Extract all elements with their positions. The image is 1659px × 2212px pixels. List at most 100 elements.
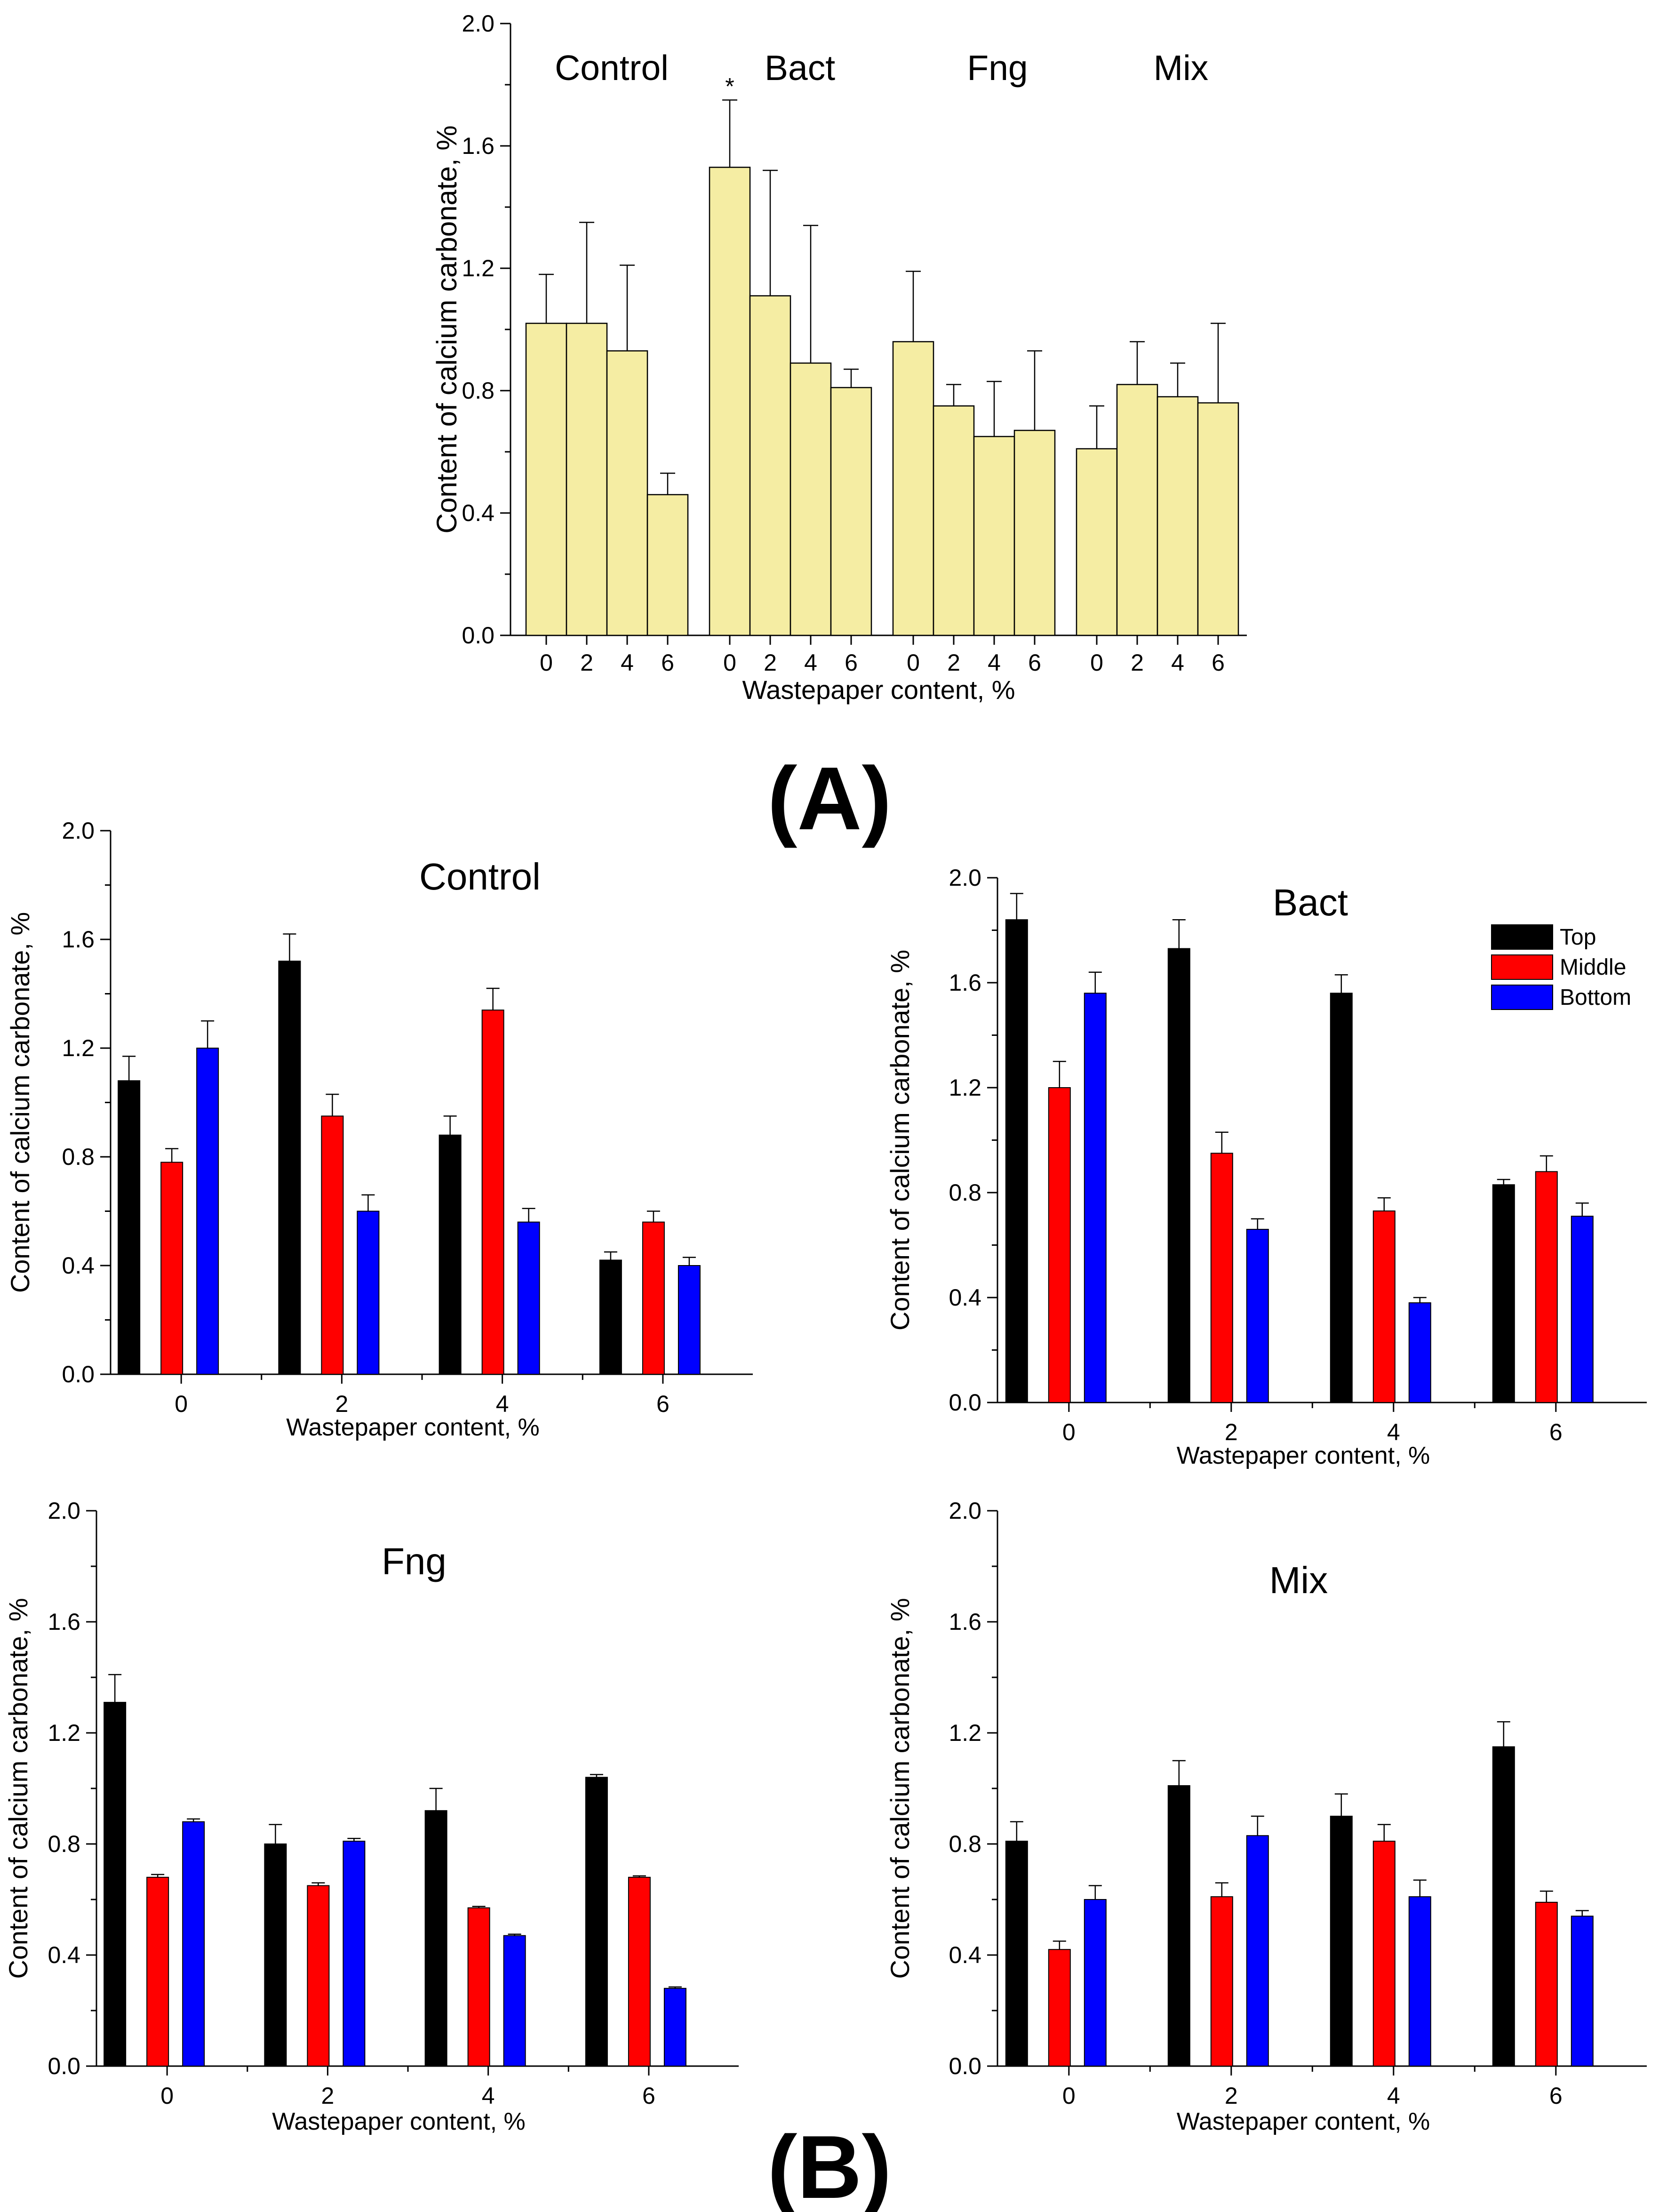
chart-a-bar-control-0 xyxy=(525,322,567,636)
chart-fng-bar-top-4 xyxy=(424,1810,447,2067)
chart-bact-bar-top-0 xyxy=(1005,919,1028,1403)
chart-fng-x-tick-label: 2 xyxy=(321,2083,334,2109)
chart-bact-bar-bottom-6 xyxy=(1571,1216,1594,1403)
chart-a-y-tick-label: 0.4 xyxy=(462,500,495,526)
chart-bact-y-axis-title: Content of calcium carbonate, % xyxy=(885,950,915,1330)
chart-control-x-tick-label: 6 xyxy=(656,1391,670,1417)
chart-a-bar-bact-6 xyxy=(830,387,872,636)
chart-mix-bar-middle-2 xyxy=(1210,1896,1233,2067)
chart-fng-x-tick-label: 6 xyxy=(642,2083,655,2109)
chart-control-y-tick-label: 0.0 xyxy=(62,1361,95,1387)
chart-a-group-label-fng: Fng xyxy=(967,48,1028,88)
chart-bact-x-tick-label: 6 xyxy=(1549,1419,1563,1445)
chart-fng-y-tick-label: 0.0 xyxy=(48,2053,80,2079)
chart-mix-x-tick-label: 6 xyxy=(1549,2083,1563,2109)
chart-bact-y-tick-label: 0.4 xyxy=(949,1284,981,1311)
chart-bact-title: Bact xyxy=(1273,882,1348,923)
chart-mix: 0.0 0.4 0.8 1.2 1.6 2.0 0 2 4 6 Mix Wastepaper cont… xyxy=(885,1498,1647,2135)
chart-mix-y-tick-label: 1.6 xyxy=(949,1609,981,1635)
chart-mix-bar-bottom-6 xyxy=(1571,1915,1594,2067)
chart-control-y-axis-title: Content of calcium carbonate, % xyxy=(5,912,35,1293)
chart-mix-bar-top-2 xyxy=(1167,1785,1190,2067)
chart-a-x-tick-label: 6 xyxy=(1028,649,1041,676)
chart-a-significance-marker: * xyxy=(725,73,734,100)
chart-a-x-tick-label: 0 xyxy=(723,649,736,676)
chart-a-bar-bact-2 xyxy=(749,295,791,636)
chart-fng-y-tick-label: 1.2 xyxy=(48,1720,80,1746)
chart-a-y-tick-label: 2.0 xyxy=(462,10,495,37)
chart-a-x-axis-title: Wastepaper content, % xyxy=(742,675,1015,705)
chart-a-x-tick-label: 2 xyxy=(764,649,777,676)
chart-fng-bar-bottom-0 xyxy=(182,1821,205,2067)
chart-a-x-tick-label: 6 xyxy=(661,649,674,676)
chart-bact-legend-label-top: Top xyxy=(1560,925,1596,950)
chart-a-x-tick-label: 4 xyxy=(621,649,634,676)
chart-control-bar-middle-2 xyxy=(321,1115,344,1375)
chart-fng-y-tick-label: 1.6 xyxy=(48,1609,80,1635)
chart-a-bar-control-4 xyxy=(606,350,648,636)
chart-mix-bar-top-0 xyxy=(1005,1841,1028,2067)
chart-a-group-label-control: Control xyxy=(555,48,669,88)
chart-a-bar-mix-2 xyxy=(1116,384,1158,636)
chart-control-x-tick-label: 2 xyxy=(335,1391,348,1417)
chart-control-y-tick-label: 0.4 xyxy=(62,1252,95,1279)
chart-bact-legend-label-middle: Middle xyxy=(1560,955,1626,980)
chart-control: 0.0 0.4 0.8 1.2 1.6 2.0 0 2 4 6 Control Wastepaper … xyxy=(5,817,753,1441)
chart-bact-bar-middle-6 xyxy=(1535,1171,1558,1403)
chart-mix-bar-bottom-0 xyxy=(1084,1899,1107,2067)
chart-mix-y-tick-label: 1.2 xyxy=(949,1720,981,1746)
chart-bact-y-tick-label: 1.6 xyxy=(949,970,981,996)
chart-bact: 0.0 0.4 0.8 1.2 1.6 2.0 0 2 4 6 Bact Wastepaper con… xyxy=(885,865,1647,1469)
chart-mix-bar-top-4 xyxy=(1330,1816,1353,2067)
chart-fng-y-tick-label: 0.8 xyxy=(48,1831,80,1857)
chart-fng-bar-top-0 xyxy=(104,1702,127,2067)
chart-bact-legend-swatch-middle xyxy=(1491,954,1553,980)
chart-fng-x-tick-label: 4 xyxy=(482,2083,495,2109)
chart-fng-bar-bottom-6 xyxy=(663,1988,686,2067)
chart-fng-bar-top-6 xyxy=(585,1777,608,2067)
chart-control-bar-middle-4 xyxy=(481,1010,504,1375)
chart-control-bar-top-6 xyxy=(599,1259,622,1375)
chart-fng-y-axis-title: Content of calcium carbonate, % xyxy=(3,1598,33,1979)
chart-control-x-axis-title: Wastepaper content, % xyxy=(286,1414,540,1441)
chart-mix-x-tick-label: 0 xyxy=(1062,2083,1076,2109)
chart-a-x-tick-label: 4 xyxy=(804,649,817,676)
chart-bact-bar-top-4 xyxy=(1330,993,1353,1403)
chart-control-x-tick-label: 0 xyxy=(175,1391,188,1417)
chart-control-bar-middle-6 xyxy=(642,1221,665,1375)
chart-a-group-label-mix: Mix xyxy=(1154,48,1209,88)
chart-mix-y-tick-label: 0.8 xyxy=(949,1831,981,1857)
chart-a-bar-control-6 xyxy=(646,494,689,636)
chart-mix-x-tick-label: 4 xyxy=(1387,2083,1400,2109)
chart-bact-x-axis-title: Wastepaper content, % xyxy=(1177,1442,1430,1469)
chart-control-title: Control xyxy=(419,856,541,898)
chart-bact-y-tick-label: 1.2 xyxy=(949,1074,981,1101)
chart-control-bar-top-2 xyxy=(278,961,301,1375)
chart-fng-bar-middle-2 xyxy=(307,1885,330,2067)
chart-mix-bar-middle-4 xyxy=(1372,1841,1396,2067)
chart-a-x-tick-label: 4 xyxy=(1171,649,1184,676)
chart-a-bar-bact-4 xyxy=(790,362,832,636)
chart-mix-bar-top-6 xyxy=(1492,1746,1515,2067)
chart-a-bar-mix-0 xyxy=(1076,448,1118,636)
chart-fng-bar-top-2 xyxy=(264,1843,287,2067)
chart-fng-bar-bottom-2 xyxy=(343,1841,366,2067)
chart-bact-bar-bottom-2 xyxy=(1246,1229,1269,1403)
chart-bact-legend-swatch-bottom xyxy=(1491,985,1553,1010)
chart-fng-y-tick-label: 0.4 xyxy=(48,1942,80,1968)
chart-fng-y-tick-label: 2.0 xyxy=(48,1498,80,1524)
chart-fng-x-axis-title: Wastepaper content, % xyxy=(272,2108,526,2135)
chart-bact-y-tick-label: 0.8 xyxy=(949,1179,981,1206)
chart-control-bar-bottom-0 xyxy=(196,1048,219,1375)
chart-bact-y-tick-label: 2.0 xyxy=(949,865,981,891)
chart-fng-title: Fng xyxy=(382,1540,447,1582)
chart-a-y-axis-title: Content of calcium carbonate, % xyxy=(431,125,463,533)
chart-a-bar-fng-0 xyxy=(892,341,934,636)
chart-bact-bar-middle-2 xyxy=(1210,1153,1233,1403)
chart-a-bar-mix-4 xyxy=(1157,396,1199,636)
chart-control-bar-middle-0 xyxy=(160,1162,183,1375)
chart-mix-y-axis-title: Content of calcium carbonate, % xyxy=(885,1598,915,1979)
chart-bact-bar-top-6 xyxy=(1492,1184,1515,1403)
chart-a-x-tick-label: 0 xyxy=(907,649,920,676)
